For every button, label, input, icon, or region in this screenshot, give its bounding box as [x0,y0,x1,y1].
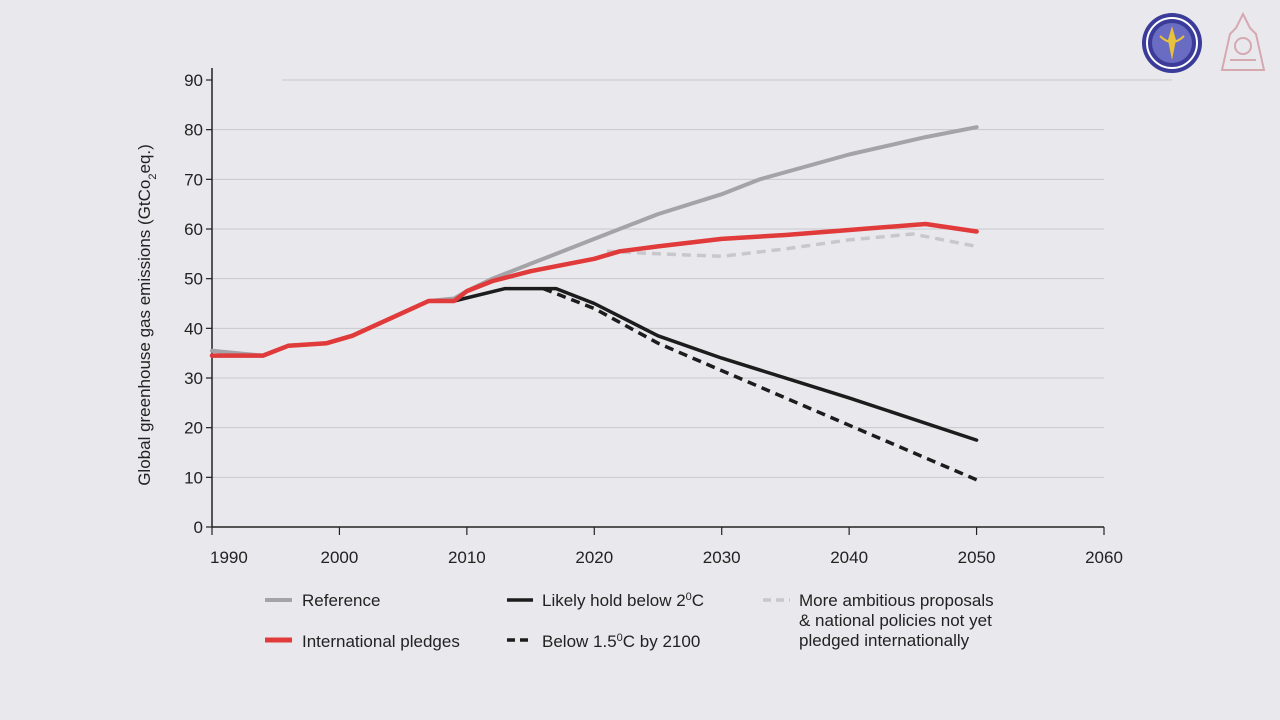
gridlines [212,79,1172,478]
x-tick-label-2000: 2000 [321,548,359,567]
x-tick-label-2010: 2010 [448,548,486,567]
legend-label-ambitious-1: More ambitious proposals [799,591,994,610]
legend-item-reference: Reference [265,591,380,610]
legend-item-intl-pledges: International pledges [265,632,460,651]
seal-emblem-arc [1159,35,1185,43]
series-line-below-1-5c [542,286,978,482]
y-tick-label-80: 80 [184,121,203,140]
series-line-reference [210,125,979,358]
y-tick-label-40: 40 [184,319,203,338]
x-tick-label-2050: 2050 [958,548,996,567]
y-tick-label-20: 20 [184,419,203,438]
legend-item-below-1-5c: Below 1.50C by 2100 [507,632,700,651]
legend-label-intl-pledges: International pledges [302,632,460,651]
x-tick-label-2040: 2040 [830,548,868,567]
y-tick-label-10: 10 [184,468,203,487]
legend: Reference International pledges Likely h… [265,591,994,651]
x-tick-label-2030: 2030 [703,548,741,567]
legend-label-reference: Reference [302,591,380,610]
legend-item-ambitious: More ambitious proposals & national poli… [763,591,994,650]
crest-outline [1220,11,1266,71]
crest-circle [1234,37,1252,55]
y-tick-label-30: 30 [184,369,203,388]
y-tick-label-70: 70 [184,170,203,189]
legend-label-below-1-5c: Below 1.50C by 2100 [542,632,700,651]
legend-label-likely-2c: Likely hold below 20C [542,591,704,610]
university-seal-logo [1142,13,1202,73]
y-tick-label-0: 0 [194,518,203,537]
x-tick-label-2060: 2060 [1085,548,1123,567]
chulalongkorn-crest-logo [1220,11,1266,71]
x-tick-label-2020: 2020 [575,548,613,567]
y-tick-label-60: 60 [184,220,203,239]
y-axis-title: Global greenhouse gas emissions (GtCo2eq… [135,144,159,486]
y-tick-label-50: 50 [184,270,203,289]
series-line-likely-2c [426,286,979,442]
legend-item-likely-2c: Likely hold below 20C [507,591,704,610]
x-tick-label-1990: 1990 [210,548,248,567]
y-tick-label-90: 90 [184,71,203,90]
axes [206,68,1105,535]
legend-label-ambitious-2: & national policies not yet [799,611,992,630]
seal-ring [1146,17,1198,69]
legend-label-ambitious-3: pledged internationally [799,631,970,650]
series-line-intl-pledges [209,221,979,358]
series-line-ambitious [606,232,977,259]
series-lines [209,125,979,482]
